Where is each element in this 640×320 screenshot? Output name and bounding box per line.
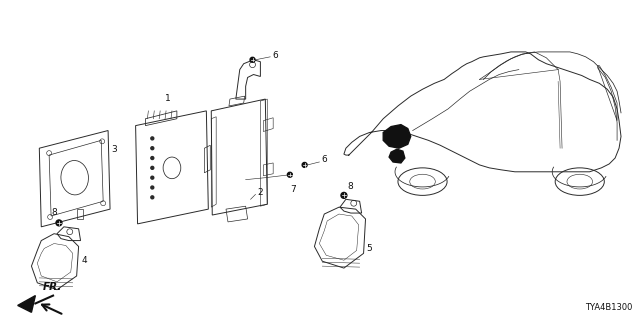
Circle shape [56, 220, 62, 226]
Text: 6: 6 [272, 51, 278, 60]
Circle shape [151, 147, 154, 150]
Circle shape [151, 186, 154, 189]
Circle shape [151, 166, 154, 169]
Text: 7: 7 [290, 185, 296, 194]
Circle shape [302, 163, 307, 167]
Text: 4: 4 [81, 256, 87, 265]
Text: FR.: FR. [44, 282, 63, 292]
Polygon shape [18, 296, 35, 312]
Text: 2: 2 [257, 188, 263, 197]
Text: 6: 6 [321, 156, 327, 164]
Text: 8: 8 [51, 208, 57, 217]
Circle shape [287, 172, 292, 177]
Polygon shape [389, 149, 405, 163]
Circle shape [250, 57, 255, 62]
Text: TYA4B1300: TYA4B1300 [585, 303, 632, 312]
Polygon shape [383, 124, 411, 148]
Circle shape [151, 137, 154, 140]
Circle shape [341, 192, 347, 198]
Text: 3: 3 [111, 145, 116, 154]
Circle shape [151, 176, 154, 179]
Text: 1: 1 [165, 94, 171, 103]
Text: 5: 5 [367, 244, 372, 253]
Circle shape [151, 196, 154, 199]
Circle shape [151, 156, 154, 159]
Text: 8: 8 [348, 182, 353, 191]
